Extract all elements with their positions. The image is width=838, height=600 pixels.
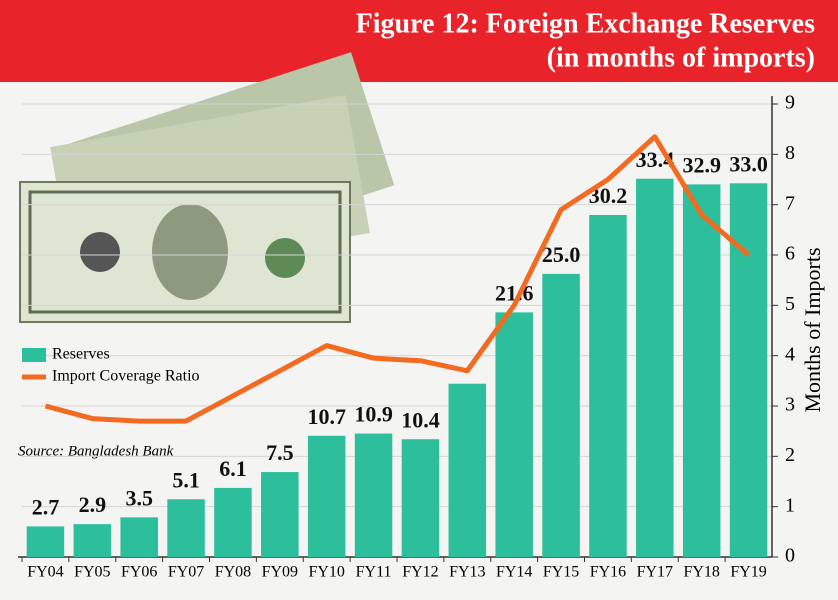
bar	[542, 273, 580, 557]
bar	[261, 472, 299, 557]
bar	[636, 178, 674, 557]
bar	[73, 524, 112, 557]
data-label: 10.4	[401, 407, 440, 432]
source-note: Source: Bangladesh Bank	[18, 443, 174, 459]
data-label: 10.9	[354, 402, 393, 427]
bar	[495, 312, 533, 557]
legend-swatch	[22, 348, 46, 362]
x-tick-label: FY10	[308, 564, 344, 581]
x-tick-label: FY12	[402, 564, 438, 581]
data-label: 32.9	[682, 152, 721, 177]
title-banner	[0, 0, 838, 82]
data-label: 7.5	[266, 440, 294, 465]
y2-tick-label: 8	[785, 142, 795, 164]
x-tick-label: FY19	[730, 564, 766, 581]
bar	[26, 526, 65, 557]
x-tick-label: FY04	[27, 564, 63, 581]
chart-subtitle: (in months of imports)	[547, 42, 815, 73]
x-tick-label: FY07	[168, 564, 204, 581]
y2-tick-label: 6	[785, 243, 795, 265]
y2-axis-label: Months of Imports	[800, 248, 825, 413]
bar	[448, 383, 487, 557]
data-label: 25.0	[542, 242, 581, 267]
y2-tick-label: 7	[785, 192, 795, 214]
data-label: 6.1	[219, 456, 247, 481]
x-tick-label: FY06	[121, 564, 157, 581]
legend-label: Import Coverage Ratio	[52, 368, 200, 385]
y2-tick-label: 0	[785, 545, 795, 567]
bar	[589, 214, 627, 558]
money-illustration	[19, 52, 395, 323]
y2-tick-label: 9	[785, 92, 795, 114]
x-tick-label: FY11	[356, 564, 392, 581]
y2-tick-label: 3	[785, 394, 795, 416]
x-tick-label: FY09	[262, 564, 298, 581]
chart-title: Figure 12: Foreign Exchange Reserves	[356, 8, 815, 39]
data-label: 2.7	[32, 494, 60, 519]
y2-tick-label: 1	[785, 494, 795, 516]
legend-label: Reserves	[52, 346, 110, 363]
x-tick-label: FY14	[496, 564, 532, 581]
y2-tick-label: 5	[785, 293, 795, 315]
bar	[120, 517, 158, 557]
bar	[214, 487, 252, 557]
data-label: 3.5	[125, 485, 153, 510]
x-tick-label: FY08	[215, 564, 251, 581]
line	[44, 134, 751, 424]
x-tick-label: FY05	[74, 564, 110, 581]
data-label: 2.9	[79, 492, 107, 517]
x-tick-label: FY17	[637, 564, 673, 581]
bar	[354, 433, 393, 557]
y2-tick-label: 4	[785, 343, 795, 365]
bar	[167, 499, 205, 557]
data-label: 10.7	[307, 404, 346, 429]
x-tick-label: FY18	[683, 564, 719, 581]
y2-tick-label: 2	[785, 444, 795, 466]
bar	[682, 184, 721, 557]
bar	[307, 435, 346, 557]
data-label: 33.0	[729, 151, 768, 176]
x-tick-label: FY13	[449, 564, 485, 581]
x-tick-label: FY16	[590, 564, 626, 581]
data-label: 5.1	[172, 467, 200, 492]
x-tick-label: FY15	[543, 564, 579, 581]
bar	[401, 439, 440, 557]
bar	[729, 183, 768, 557]
